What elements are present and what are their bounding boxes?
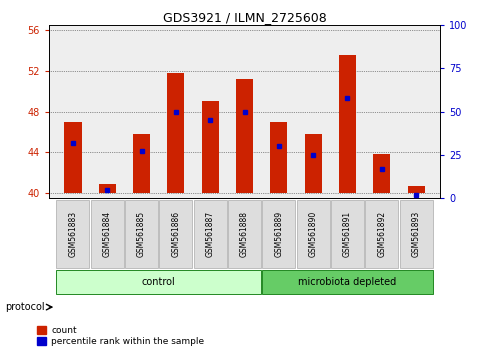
Bar — [304, 134, 321, 193]
Bar — [235, 79, 253, 193]
Text: GSM561891: GSM561891 — [342, 211, 351, 257]
FancyBboxPatch shape — [227, 200, 261, 268]
Text: GSM561888: GSM561888 — [240, 211, 248, 257]
Text: microbiota depleted: microbiota depleted — [298, 277, 396, 287]
Title: GDS3921 / ILMN_2725608: GDS3921 / ILMN_2725608 — [163, 11, 325, 24]
Bar — [64, 122, 81, 193]
Text: GSM561889: GSM561889 — [274, 211, 283, 257]
FancyBboxPatch shape — [193, 200, 226, 268]
FancyBboxPatch shape — [125, 200, 158, 268]
Bar — [133, 134, 150, 193]
FancyBboxPatch shape — [296, 200, 329, 268]
FancyBboxPatch shape — [365, 200, 397, 268]
FancyBboxPatch shape — [91, 200, 123, 268]
FancyBboxPatch shape — [262, 200, 295, 268]
Text: GSM561883: GSM561883 — [68, 211, 77, 257]
Bar — [99, 184, 116, 193]
Text: GSM561887: GSM561887 — [205, 211, 214, 257]
Text: GSM561890: GSM561890 — [308, 211, 317, 257]
FancyBboxPatch shape — [399, 200, 432, 268]
Bar — [270, 122, 287, 193]
Text: GSM561884: GSM561884 — [102, 211, 112, 257]
Text: GSM561886: GSM561886 — [171, 211, 180, 257]
Text: GSM561885: GSM561885 — [137, 211, 146, 257]
FancyBboxPatch shape — [330, 200, 363, 268]
FancyBboxPatch shape — [262, 270, 432, 294]
Text: protocol: protocol — [5, 302, 44, 312]
Text: GSM561893: GSM561893 — [411, 211, 420, 257]
Bar — [338, 55, 355, 193]
Text: GSM561892: GSM561892 — [376, 211, 386, 257]
Bar — [407, 186, 424, 193]
Bar — [201, 101, 218, 193]
Legend: count, percentile rank within the sample: count, percentile rank within the sample — [34, 322, 207, 349]
FancyBboxPatch shape — [159, 200, 192, 268]
Bar — [167, 73, 184, 193]
Text: control: control — [142, 277, 175, 287]
FancyBboxPatch shape — [56, 270, 261, 294]
FancyBboxPatch shape — [56, 200, 89, 268]
Bar — [372, 154, 389, 193]
